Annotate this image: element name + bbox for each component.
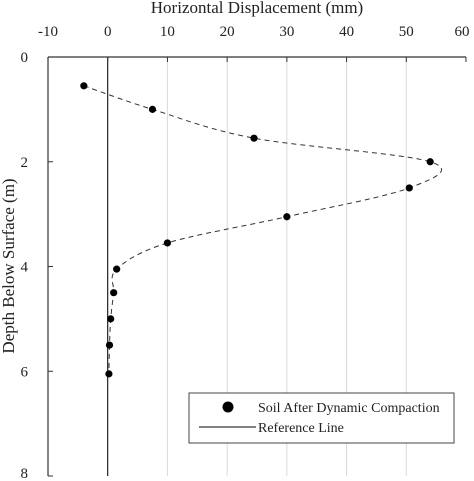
- y-axis-title: Depth Below Surface (m): [0, 178, 18, 353]
- x-tick-labels: -10 0 10 20 30 40 50 60: [38, 24, 470, 40]
- data-point: [80, 82, 88, 90]
- x-tick-label: 60: [455, 24, 470, 40]
- data-point: [426, 158, 434, 166]
- data-point: [105, 341, 114, 349]
- x-axis-title: Horizontal Displacement (mm): [151, 0, 363, 17]
- x-tick-label: 30: [279, 24, 294, 40]
- displacement-curve: [83, 85, 443, 374]
- data-point: [250, 134, 258, 142]
- y-tick-label: 4: [21, 260, 29, 276]
- legend-label-soil: Soil After Dynamic Compaction: [258, 401, 440, 416]
- x-tick-label: 50: [399, 24, 414, 40]
- data-point: [110, 289, 118, 297]
- y-tick-labels: 0 2 4 6 8: [21, 50, 29, 481]
- x-tick-label: 0: [104, 24, 112, 40]
- y-tick-label: 2: [21, 155, 29, 171]
- x-tick-label: 20: [220, 24, 235, 40]
- data-point: [405, 184, 413, 192]
- displacement-curve-layer: [83, 85, 443, 374]
- data-point: [163, 239, 172, 247]
- legend: Soil After Dynamic Compaction Reference …: [188, 392, 455, 444]
- data-point: [105, 370, 113, 378]
- x-tick-label: 10: [160, 24, 175, 40]
- y-tick-label: 0: [21, 50, 29, 66]
- x-tick-label: 40: [339, 24, 354, 40]
- data-point: [107, 315, 115, 323]
- data-points-layer: [80, 82, 434, 378]
- legend-box: [188, 392, 455, 444]
- data-point: [283, 213, 291, 221]
- axes: [47, 56, 467, 477]
- data-point: [148, 105, 157, 113]
- y-tick-label: 6: [21, 364, 29, 380]
- legend-marker-soil: [222, 401, 234, 413]
- legend-label-reference: Reference Line: [258, 421, 344, 436]
- y-tick-label: 8: [21, 466, 29, 481]
- x-tick-label: -10: [38, 24, 58, 40]
- data-point: [113, 265, 121, 273]
